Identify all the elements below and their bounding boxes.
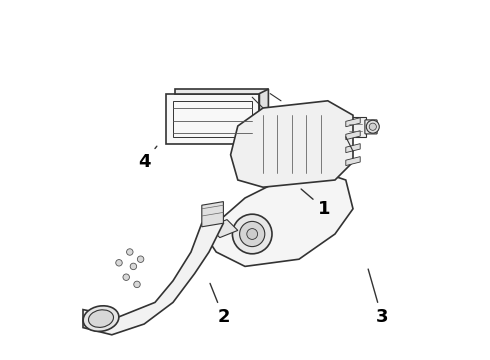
Circle shape xyxy=(123,274,129,280)
Polygon shape xyxy=(209,220,238,238)
Circle shape xyxy=(240,221,265,247)
Polygon shape xyxy=(346,118,360,127)
Circle shape xyxy=(369,123,376,130)
Polygon shape xyxy=(346,131,360,140)
Text: 1: 1 xyxy=(301,189,330,218)
Polygon shape xyxy=(202,202,223,227)
Circle shape xyxy=(126,249,133,255)
Circle shape xyxy=(247,229,258,239)
Polygon shape xyxy=(231,101,353,187)
Polygon shape xyxy=(346,157,360,166)
Polygon shape xyxy=(83,216,223,335)
Circle shape xyxy=(116,260,122,266)
Text: 4: 4 xyxy=(138,146,157,171)
Polygon shape xyxy=(209,173,353,266)
Polygon shape xyxy=(259,89,269,144)
Polygon shape xyxy=(346,117,366,137)
Circle shape xyxy=(134,281,140,288)
Text: 2: 2 xyxy=(210,283,230,326)
Ellipse shape xyxy=(89,310,114,327)
FancyBboxPatch shape xyxy=(365,120,377,134)
Circle shape xyxy=(137,256,144,262)
Circle shape xyxy=(130,263,137,270)
Polygon shape xyxy=(166,94,259,144)
Polygon shape xyxy=(175,89,269,94)
Circle shape xyxy=(232,214,272,254)
Circle shape xyxy=(367,120,379,133)
Text: 3: 3 xyxy=(368,269,388,326)
Polygon shape xyxy=(346,144,360,153)
Ellipse shape xyxy=(83,306,119,332)
